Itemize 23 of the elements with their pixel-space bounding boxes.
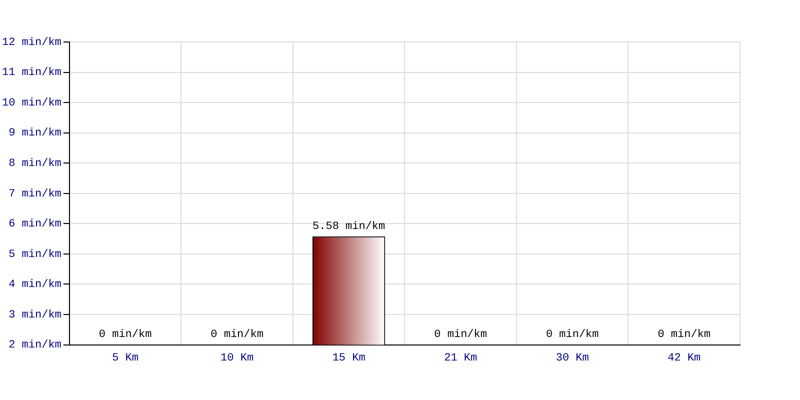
text: 0 min/km xyxy=(546,329,599,342)
x-tick-label: 30 Km xyxy=(556,352,590,364)
x-tick-label: 5 Km xyxy=(112,352,139,364)
text: 0 min/km xyxy=(210,329,264,342)
y-tick-label: 6 min/km xyxy=(8,218,62,231)
x-tick-label: 10 Km xyxy=(220,352,254,364)
y-tick-label: 3 min/km xyxy=(8,309,62,322)
y-tick-label: 12 min/km xyxy=(2,36,62,49)
x-tick-label: 21 Km xyxy=(444,352,478,364)
y-tick-label: 8 min/km xyxy=(8,158,62,170)
y-tick-label: 10 min/km xyxy=(2,97,62,110)
text: 0 min/km xyxy=(98,329,152,342)
y-tick-label: 7 min/km xyxy=(8,188,62,200)
x-tick-label: 42 Km xyxy=(668,352,702,364)
y-tick-label: 5 min/km xyxy=(8,248,62,261)
y-tick-label: 4 min/km xyxy=(8,279,62,292)
text: 0 min/km xyxy=(658,329,711,342)
text: 0 min/km xyxy=(434,329,487,342)
x-tick-label: 15 Km xyxy=(332,352,366,364)
y-tick-label: 9 min/km xyxy=(8,128,62,140)
data-label: 5.58 min/km xyxy=(312,220,386,233)
y-tick-label: 11 min/km xyxy=(2,67,62,80)
y-tick-label: 2 min/km xyxy=(8,340,62,352)
